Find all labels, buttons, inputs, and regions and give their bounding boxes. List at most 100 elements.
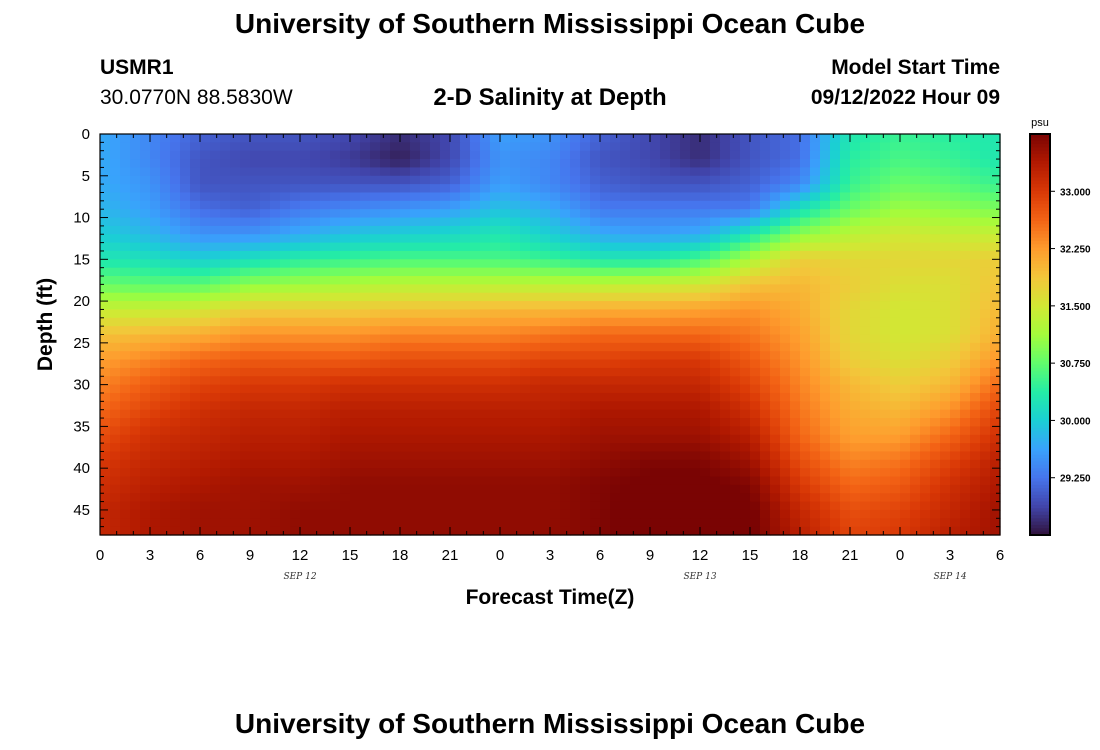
colorbar-segment	[1030, 321, 1050, 326]
heatmap-cell	[380, 317, 391, 327]
heatmap-cell	[960, 376, 971, 386]
heatmap-cell	[290, 476, 301, 486]
heatmap-cell	[390, 259, 401, 269]
heatmap-cell	[760, 392, 771, 402]
heatmap-cell	[470, 175, 481, 185]
heatmap-cell	[870, 493, 881, 503]
heatmap-cell	[660, 526, 671, 536]
heatmap-cell	[310, 493, 321, 503]
heatmap-cell	[130, 175, 141, 185]
heatmap-cell	[320, 493, 331, 503]
heatmap-cell	[880, 175, 891, 185]
heatmap-cell	[470, 309, 481, 319]
heatmap-cell	[230, 234, 241, 244]
heatmap-cell	[200, 367, 211, 377]
heatmap-cell	[300, 392, 311, 402]
heatmap-cell	[880, 342, 891, 352]
heatmap-cell	[630, 267, 641, 277]
heatmap-cell	[280, 175, 291, 185]
heatmap-cell	[670, 342, 681, 352]
heatmap-cell	[670, 159, 681, 169]
heatmap-cell	[290, 434, 301, 444]
heatmap-cell	[810, 434, 821, 444]
heatmap-cell	[580, 426, 591, 436]
heatmap-cell	[280, 159, 291, 169]
heatmap-cell	[630, 317, 641, 327]
heatmap-cell	[850, 167, 861, 177]
heatmap-cell	[180, 217, 191, 227]
heatmap-cell	[320, 484, 331, 494]
heatmap-cell	[490, 234, 501, 244]
heatmap-cell	[980, 317, 991, 327]
heatmap-cell	[380, 509, 391, 519]
heatmap-cell	[970, 509, 981, 519]
heatmap-cell	[670, 142, 681, 152]
heatmap-cell	[210, 334, 221, 344]
heatmap-cell	[580, 284, 591, 294]
heatmap-cell	[230, 134, 241, 143]
heatmap-cell	[980, 184, 991, 194]
heatmap-cell	[270, 326, 281, 336]
heatmap-cell	[580, 409, 591, 419]
heatmap-cell	[350, 351, 361, 361]
heatmap-cell	[140, 167, 151, 177]
heatmap-cell	[530, 225, 541, 235]
heatmap-cell	[600, 267, 611, 277]
heatmap-cell	[390, 301, 401, 311]
heatmap-cell	[770, 418, 781, 427]
heatmap-cell	[570, 134, 581, 143]
colorbar-segment	[1030, 184, 1050, 189]
heatmap-cell	[340, 259, 351, 269]
heatmap-cell	[860, 484, 871, 494]
heatmap-cell	[950, 493, 961, 503]
heatmap-cell	[300, 326, 311, 336]
heatmap-cell	[220, 484, 231, 494]
heatmap-cell	[180, 509, 191, 519]
heatmap-cell	[280, 150, 291, 160]
heatmap-cell	[280, 484, 291, 494]
heatmap-cell	[360, 134, 371, 143]
heatmap-cell	[260, 267, 271, 277]
heatmap-cell	[300, 142, 311, 152]
heatmap-cell	[630, 159, 641, 169]
heatmap-cell	[250, 292, 261, 302]
heatmap-cell	[580, 267, 591, 277]
heatmap-cell	[890, 451, 901, 461]
heatmap-cell	[680, 334, 691, 344]
heatmap-cell	[500, 317, 511, 327]
heatmap-cell	[600, 392, 611, 402]
heatmap-cell	[660, 409, 671, 419]
heatmap-cell	[930, 493, 941, 503]
heatmap-cell	[290, 392, 301, 402]
heatmap-cell	[840, 334, 851, 344]
heatmap-cell	[570, 426, 581, 436]
heatmap-cell	[500, 351, 511, 361]
heatmap-cell	[580, 376, 591, 386]
heatmap-cell	[640, 401, 651, 411]
heatmap-cell	[630, 367, 641, 377]
heatmap-cell	[260, 200, 271, 210]
heatmap-cell	[550, 418, 561, 427]
heatmap-cell	[240, 234, 251, 244]
heatmap-cell	[120, 242, 131, 252]
heatmap-cell	[160, 443, 171, 453]
heatmap-cell	[460, 359, 471, 369]
heatmap-cell	[760, 167, 771, 177]
heatmap-cell	[200, 242, 211, 252]
heatmap-cell	[970, 384, 981, 394]
heatmap-cell	[880, 276, 891, 285]
heatmap-cell	[130, 250, 141, 260]
station-id: USMR1	[100, 56, 174, 79]
heatmap-cell	[550, 242, 561, 252]
heatmap-cell	[520, 509, 531, 519]
heatmap-cell	[350, 242, 361, 252]
heatmap-cell	[180, 134, 191, 143]
heatmap-cell	[550, 376, 561, 386]
heatmap-cell	[300, 526, 311, 536]
heatmap-cell	[960, 359, 971, 369]
heatmap-cell	[310, 267, 321, 277]
heatmap-cell	[780, 509, 791, 519]
colorbar-segment	[1030, 260, 1050, 265]
heatmap-cell	[720, 242, 731, 252]
heatmap-cell	[190, 159, 201, 169]
